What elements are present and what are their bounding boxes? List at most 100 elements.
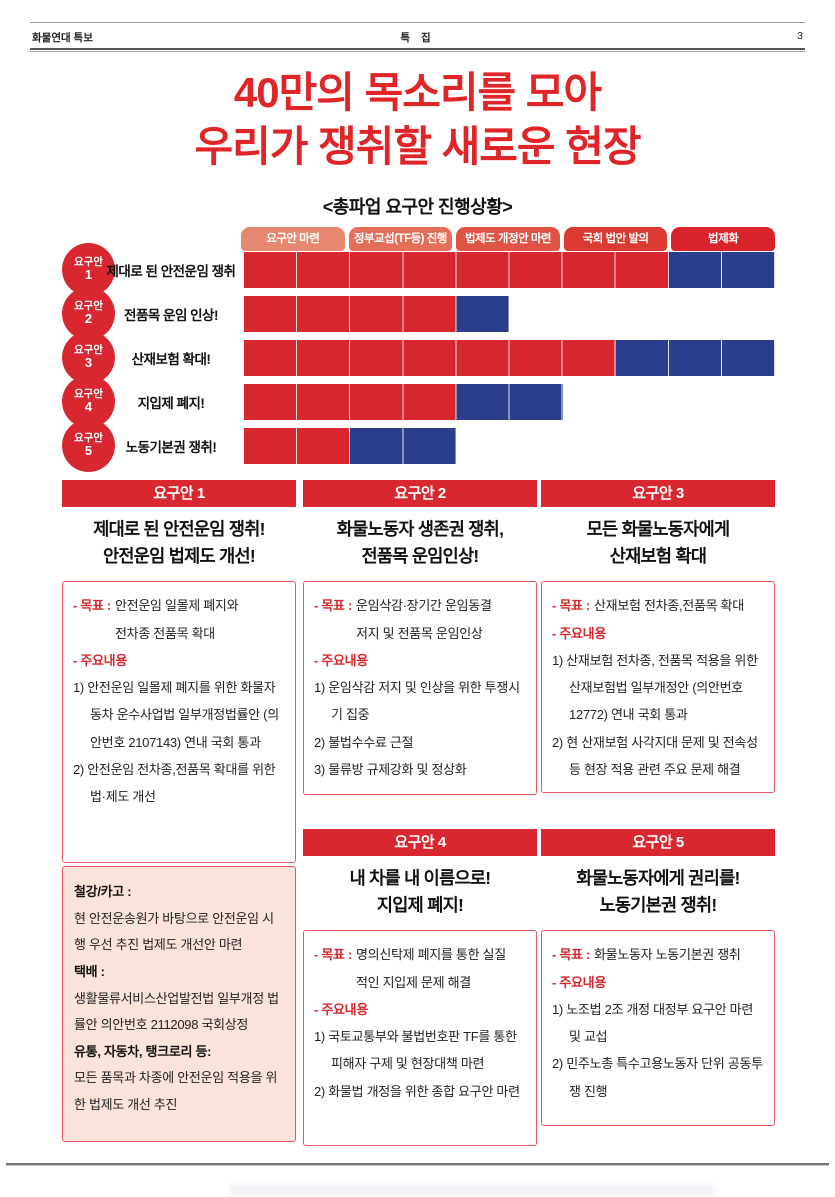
section-4-header: 요구안 4 [303,829,537,856]
publication-name: 화물연대 특보 [32,32,93,44]
section-demand-3: 요구안 3 모든 화물노동자에게 산재보험 확대 - 목표 : 산재보험 전차종… [541,480,775,794]
bar-grid [244,384,775,420]
chart-row-4: 요구안 4 지입제 폐지! [0,375,835,428]
badge-number: 2 [84,311,93,327]
badge-number: 1 [84,267,93,283]
chart-row-1: 요구안 1 제대로 된 안전운임 쟁취 [0,243,835,296]
section-3-box: - 목표 : 산재보험 전차종,전품목 확대 - 주요내용 1) 산재보험 전차… [541,581,775,794]
progress-bar [244,428,775,464]
detail-item: 3) 물류방 규제강화 및 정상화 [314,762,467,778]
chart-subtitle: <총파업 요구안 진행상황> [322,197,513,217]
section-demand-1: 요구안 1 제대로 된 안전운임 쟁취! 안전운임 법제도 개선! - 목표 :… [62,480,296,864]
row-label: 지입제 폐지! [137,396,205,411]
section-1-header: 요구안 1 [62,480,296,507]
goal-label: - 목표 : [73,598,112,614]
section-3-header: 요구안 3 [541,480,775,507]
note-title: 택배 : [74,963,105,979]
badge-label: 요구안 [74,256,103,269]
section-1-box: - 목표 : 안전운임 일몰제 폐지와 전차종 전품목 확대 - 주요내용 1)… [62,581,296,864]
detail-item: 2) 불법수수료 근절 [314,734,414,750]
section-2-heading: 화물노동자 생존권 쟁취, 전품목 운임인상! [336,519,504,567]
progress-bar [244,252,775,288]
goal-label: - 목표 : [314,598,353,614]
note-title: 철강/카고 : [74,884,132,899]
page-header: 화물연대 특보 특 집 3 [30,28,805,46]
row-label: 제대로 된 안전운임 쟁취 [106,264,236,279]
bottom-rule [6,1163,829,1166]
note-body: 현 안전운송원가 바탕으로 안전운임 시행 우선 추진 법제도 개선안 마련 [74,910,274,953]
stage-tab-draft: 요구안 마련 [241,227,345,251]
section-demand-2: 요구안 2 화물노동자 생존권 쟁취, 전품목 운임인상! - 목표 : 운임삭… [303,480,537,796]
header-divider [30,48,805,52]
page-title: 40만의 목소리를 모아 우리가 쟁취할 새로운 현장 [194,69,641,170]
goal-label: - 목표 : [314,947,353,963]
goal-line: - 목표 : 화물노동자 노동기본권 쟁취 [552,941,764,968]
goal-label: - 목표 : [552,598,591,614]
goal-text: 안전운임 일몰제 폐지와 전차종 전품목 확대 [115,598,239,641]
top-rule [30,22,805,23]
section-5-header: 요구안 5 [541,829,775,856]
note-body: 생활물류서비스산업발전법 일부개정 법률안 의안번호 2112098 국회상정 [74,990,279,1033]
goal-line: - 목표 : 안전운임 일몰제 폐지와 전차종 전품목 확대 [73,592,285,647]
details-label: - 주요내용 [552,625,606,641]
chart-row-3: 요구안 3 산재보험 확대! [0,331,835,384]
goal-line: - 목표 : 운임삭감·장기간 운임동결 저지 및 전품목 운임인상 [314,592,526,647]
chart-row-2: 요구안 2 전품목 운임 인상! [0,287,835,340]
detail-item: 1) 운임삭감 저지 및 인상을 위한 투쟁시기 집중 [314,680,520,723]
section-4-box: - 목표 : 명의신탁제 폐지를 통한 실질 적인 지입제 문제 해결 - 주요… [303,930,537,1147]
badge-label: 요구안 [74,300,103,313]
detail-item: 2) 안전운임 전차종,전품목 확대를 위한 법·제도 개선 [73,762,276,805]
demand-5-badge: 요구안 5 [62,419,115,472]
freight-sector-note-box: 철강/카고 : 현 안전운송원가 바탕으로 안전운임 시행 우선 추진 법제도 … [62,866,296,1142]
progress-bar [244,340,775,376]
page-number: 3 [797,30,803,42]
bar-grid [244,340,775,376]
goal-text: 화물노동자 노동기본권 쟁취 [594,947,741,963]
badge-number: 5 [84,443,93,459]
stage-tab-negotiation: 정부교섭(TF등) 진행 [348,227,453,251]
goal-line: - 목표 : 명의신탁제 폐지를 통한 실질 적인 지입제 문제 해결 [314,941,526,996]
details-label: - 주요내용 [552,974,606,990]
badge-label: 요구안 [74,344,103,357]
chart-stage-header: 요구안 마련 정부교섭(TF등) 진행 법제도 개정안 마련 국회 법안 발의 … [241,227,775,251]
row-label: 산재보험 확대! [131,352,211,367]
badge-number: 4 [84,399,93,415]
detail-item: 2) 민주노총 특수고용노동자 단위 공동투쟁 진행 [552,1056,763,1099]
bar-grid [244,428,775,464]
detail-item: 2) 화물법 개정을 위한 종합 요구안 마련 [314,1083,520,1099]
detail-item: 2) 현 산재보험 사각지대 문제 및 전속성 등 현장 적용 관련 주요 문제… [552,734,758,778]
details-label: - 주요내용 [314,652,368,668]
section-3-heading: 모든 화물노동자에게 산재보험 확대 [586,519,730,567]
goal-text: 명의신탁제 폐지를 통한 실질 적인 지입제 문제 해결 [356,947,506,990]
progress-bar [244,296,775,332]
section-demand-4: 요구안 4 내 차를 내 이름으로! 지입제 폐지! - 목표 : 명의신탁제 … [303,829,537,1147]
detail-item: 1) 노조법 2조 개정 대정부 요구안 마련 및 교섭 [552,1001,754,1045]
detail-item: 1) 산재보험 전차종, 전품목 적용을 위한 산재보험법 일부개정안 (의안번… [552,652,758,723]
note-body: 모든 품목과 차종에 안전운임 적용을 위한 법제도 개선 추진 [74,1070,278,1113]
section-5-heading: 화물노동자에게 권리를! 노동기본권 쟁취! [576,868,740,916]
details-label: - 주요내용 [73,652,127,668]
chart-row-5: 요구안 5 노동기본권 쟁취! [0,419,835,472]
stage-tab-amendment: 법제도 개정안 마련 [456,227,560,251]
badge-label: 요구안 [74,432,103,445]
goal-text: 운임삭감·장기간 운임동결 저지 및 전품목 운임인상 [356,598,492,641]
section-1-heading: 제대로 된 안전운임 쟁취! 안전운임 법제도 개선! [93,519,265,567]
section-name: 특 집 [400,32,435,44]
details-label: - 주요내용 [314,1001,368,1017]
detail-item: 1) 국토교통부와 불법번호판 TF를 통한 피해자 구제 및 현장대책 마련 [314,1029,517,1072]
bar-grid [244,296,775,332]
next-page-bleed [230,1185,715,1195]
note-title: 유통, 자동차, 탱크로리 등: [74,1043,212,1059]
goal-label: - 목표 : [552,947,591,963]
stage-tab-legislation: 법제화 [671,227,775,251]
stage-tab-assembly: 국회 법안 발의 [563,227,668,251]
section-2-box: - 목표 : 운임삭감·장기간 운임동결 저지 및 전품목 운임인상 - 주요내… [303,581,537,796]
section-demand-5: 요구안 5 화물노동자에게 권리를! 노동기본권 쟁취! - 목표 : 화물노동… [541,829,775,1127]
goal-text: 산재보험 전차종,전품목 확대 [594,598,744,614]
section-4-heading: 내 차를 내 이름으로! 지입제 폐지! [349,868,492,916]
goal-line: - 목표 : 산재보험 전차종,전품목 확대 [552,592,764,619]
badge-number: 3 [84,355,93,371]
section-2-header: 요구안 2 [303,480,537,507]
progress-bar [244,384,775,420]
